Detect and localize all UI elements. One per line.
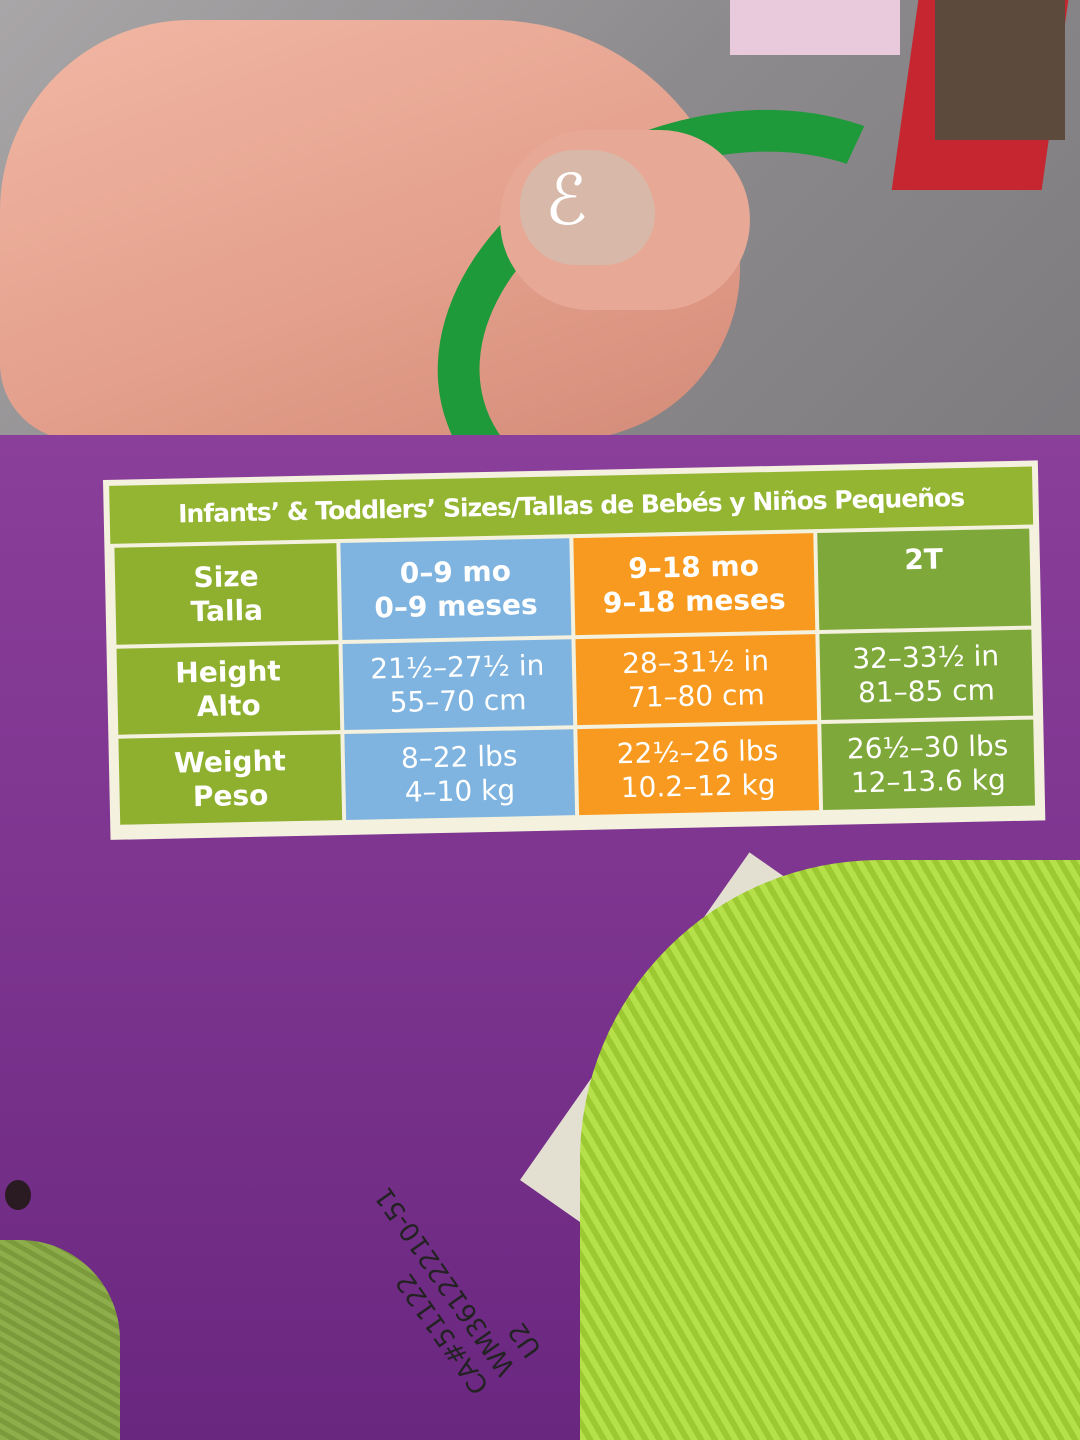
cell: 21½–27½ in 55–70 cm [342,639,573,731]
table-row-weight: Weight Peso 8–22 lbs 4–10 kg 22½–26 lbs 10.… [118,719,1036,825]
thumbnail [520,150,655,265]
cell: 0–9 mo 0–9 meses [340,538,571,641]
cell: 22½–26 lbs 10.2–12 kg [576,724,819,816]
green-fabric [580,860,1080,1440]
table-row-height: Height Alto 21½–27½ in 55–70 cm 28–31½ in 7… [116,629,1034,735]
table-row-size: Size Talla 0–9 mo 0–9 meses 9–18 mo 9–18 me… [114,528,1032,645]
cell: 8–22 lbs 4–10 kg [344,729,575,820]
package-hole [5,1180,31,1210]
row-label: Size Talla [114,543,339,645]
pink-box [730,0,900,55]
row-label: Weight Peso [118,734,343,825]
size-chart: Infants’ & Toddlers’ Sizes/Tallas de Beb… [103,460,1046,840]
row-label: Height Alto [116,644,341,735]
cell: 32–33½ in 81–85 cm [818,629,1034,721]
cell: 28–31½ in 71–80 cm [575,634,817,726]
red-box-contents [935,0,1065,140]
cell: 26½–30 lbs 12–13.6 kg [820,719,1036,811]
bow-nail-art: ℰ [545,159,588,241]
cell: 9–18 mo 9–18 meses [572,533,815,636]
size-table: Size Talla 0–9 mo 0–9 meses 9–18 mo 9–18 me… [110,525,1039,829]
cell: 2T [816,528,1032,631]
